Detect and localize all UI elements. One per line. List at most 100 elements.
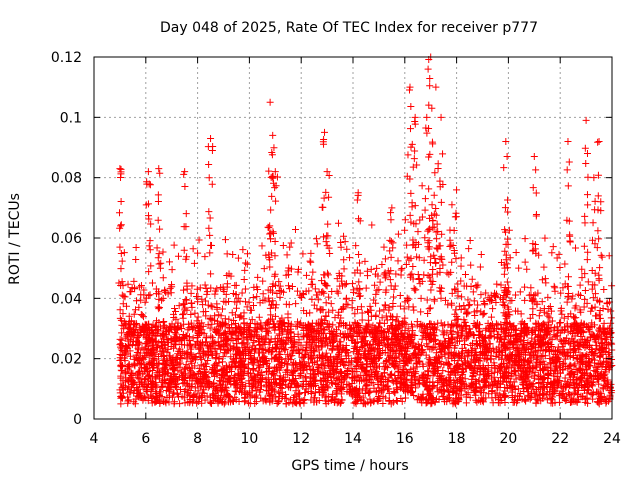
data-point [205,161,213,169]
data-point [117,170,125,178]
data-point [132,342,140,350]
data-point [204,356,212,364]
data-point [232,281,240,289]
data-point [394,230,402,238]
data-point [352,400,360,408]
data-point [171,381,179,389]
data-point [194,298,202,306]
data-point [283,333,291,341]
data-point [254,273,262,281]
data-point [564,137,572,145]
data-point [278,336,286,344]
data-point [149,366,157,374]
data-point [320,194,328,202]
data-point [249,359,257,367]
data-point [512,291,520,299]
data-point [409,303,417,311]
data-point [340,232,348,240]
data-point [334,289,342,297]
data-point [305,362,313,370]
data-point [271,312,279,320]
data-point [180,320,188,328]
data-point [192,353,200,361]
data-point [155,250,163,258]
data-point [193,292,201,300]
data-point [446,243,454,251]
data-point [423,296,431,304]
data-point [346,321,354,329]
data-point [156,264,164,272]
data-point [142,381,150,389]
data-point [336,368,344,376]
data-point [358,342,366,350]
data-point [198,389,206,397]
data-point [291,226,299,234]
data-point [211,345,219,353]
data-point [231,372,239,380]
data-point [198,375,206,383]
data-point [322,349,330,357]
data-point [288,361,296,369]
data-point [364,307,372,315]
data-point [251,393,259,401]
data-point [132,243,140,251]
data-point [202,312,210,320]
data-point [308,295,316,303]
data-point [434,160,442,168]
data-point [250,372,258,380]
data-point [563,166,571,174]
data-point [357,344,365,351]
data-point [154,364,162,372]
data-point [194,313,202,321]
data-point [160,317,168,325]
data-point [403,253,411,261]
data-point [234,332,242,340]
data-point [116,335,124,343]
data-point [220,367,228,375]
data-point [437,198,445,206]
data-point [303,366,311,374]
data-point [414,270,422,278]
data-point [154,191,162,199]
data-point [171,371,179,379]
data-point [118,336,126,344]
data-point [132,371,140,379]
data-point [117,265,125,273]
data-point [292,300,300,308]
data-point [194,387,202,395]
data-point [187,357,195,365]
data-point [137,296,145,304]
data-point [256,323,264,331]
data-point [149,382,157,390]
data-point [418,182,426,190]
data-point [342,342,350,350]
data-point [161,286,169,294]
data-point [130,329,138,337]
data-point [448,201,456,209]
data-point [282,381,290,389]
data-point [269,228,277,236]
data-point [415,275,423,283]
data-point [391,355,399,363]
data-point [154,360,162,368]
data-point [239,246,247,254]
data-point [461,271,469,279]
data-point [133,297,141,305]
data-point [423,129,431,137]
data-point [183,341,191,349]
data-point [152,350,160,358]
data-point [251,376,259,384]
data-point [222,383,230,391]
data-point [267,206,275,214]
data-point [540,263,548,271]
data-point [264,223,272,231]
data-point [185,364,193,372]
data-point [161,341,169,349]
data-point [149,346,157,354]
data-point [249,301,257,309]
data-point [375,323,383,331]
data-point [355,250,363,258]
data-point [144,168,152,176]
data-point [151,322,159,330]
data-point [180,387,188,395]
